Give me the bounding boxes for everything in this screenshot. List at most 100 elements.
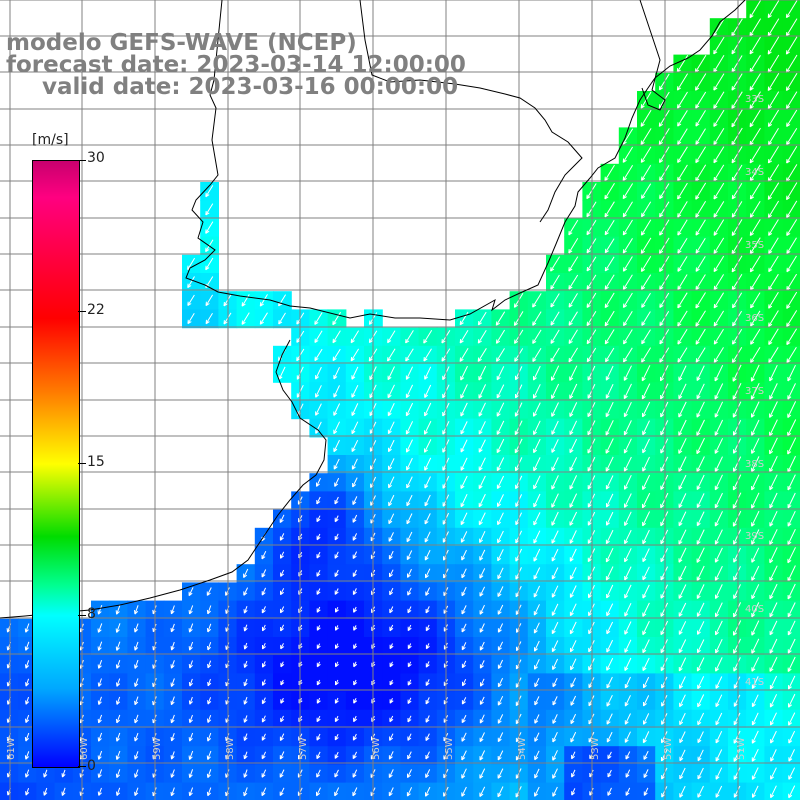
wind-arrow (134, 714, 139, 724)
wind-arrow (606, 511, 614, 526)
latitude-label: 39S (745, 531, 764, 542)
wind-arrow (243, 642, 248, 650)
wind-arrow (785, 0, 798, 19)
wind-arrow (316, 569, 321, 577)
wind-arrow (641, 201, 652, 218)
colorbar-label-15: 15 (87, 454, 105, 470)
wind-arrow (97, 660, 103, 669)
wind-arrow (478, 512, 486, 526)
wind-arrow (623, 365, 632, 381)
wind-arrow (335, 679, 339, 686)
wind-arrow (731, 346, 743, 364)
wind-arrow (188, 678, 194, 687)
wind-arrow (733, 584, 741, 599)
wind-arrow (207, 715, 212, 723)
wind-arrow (479, 549, 486, 561)
wind-arrow (462, 678, 467, 687)
wind-arrow (551, 621, 559, 635)
wind-arrow (424, 439, 432, 453)
wind-arrow (533, 457, 541, 472)
wind-arrow (731, 201, 743, 218)
wind-arrow (534, 659, 540, 670)
wind-arrow (316, 661, 321, 668)
wind-arrow (713, 310, 725, 327)
wind-arrow (696, 602, 705, 617)
wind-arrow (534, 640, 540, 652)
wind-arrow (624, 731, 631, 743)
wind-arrow (677, 274, 688, 291)
wind-arrow (604, 274, 615, 290)
wind-arrow (749, 73, 761, 91)
latitude-labels: 33S 34S 35S 36S 37S 38S 39S 40S 41S (745, 94, 764, 688)
longitude-label: 60W (79, 737, 90, 760)
wind-arrow (715, 638, 723, 654)
wind-arrow (407, 624, 412, 632)
wind-arrow (116, 696, 121, 705)
wind-arrow (678, 584, 687, 599)
wind-arrow (387, 330, 396, 344)
wind-arrow (389, 715, 394, 723)
wind-arrow (769, 437, 778, 455)
wind-arrow (316, 733, 321, 741)
wind-arrow (352, 496, 358, 505)
wind-arrow (497, 604, 504, 615)
wind-arrow (624, 493, 632, 508)
wind-arrow (170, 641, 175, 651)
wind-arrow (389, 697, 394, 704)
wind-arrow (658, 109, 670, 127)
wind-arrow (533, 585, 541, 598)
wind-arrow (768, 128, 779, 146)
wind-arrow (25, 769, 30, 778)
wind-arrow (769, 510, 778, 527)
wind-arrow (206, 605, 212, 615)
wind-arrow (497, 586, 504, 597)
coastline-buenos-aires (0, 339, 327, 619)
wind-arrow (786, 237, 797, 255)
wind-arrow (695, 146, 707, 164)
wind-arrow (406, 513, 413, 525)
wind-arrow (134, 678, 139, 687)
wind-arrow (115, 641, 121, 651)
wind-arrow (769, 656, 778, 672)
wind-arrow (170, 787, 175, 797)
latitude-label: 37S (745, 386, 764, 397)
wind-arrow (279, 769, 285, 778)
wind-arrow (388, 787, 394, 797)
wind-arrow (715, 676, 723, 689)
wind-arrow (187, 294, 195, 307)
wind-arrow (623, 311, 633, 327)
wind-arrow (571, 751, 576, 760)
wind-arrow (352, 588, 357, 595)
wind-arrow (642, 620, 650, 636)
wind-arrow (460, 512, 468, 526)
wind-arrow (659, 201, 670, 218)
wind-arrow (388, 439, 395, 453)
wind-arrow (661, 713, 668, 725)
wind-arrow (116, 787, 121, 796)
wind-arrow (714, 383, 724, 400)
wind-arrow (334, 551, 339, 559)
wind-arrow (533, 493, 541, 508)
wind-arrow (624, 584, 632, 599)
wind-arrow (695, 347, 706, 363)
wind-arrow (479, 750, 486, 761)
wind-arrow (624, 639, 632, 653)
wind-arrow (333, 366, 340, 380)
wind-arrow (334, 569, 339, 577)
wind-arrow (622, 256, 633, 272)
wind-arrow (641, 383, 651, 400)
wind-arrow (659, 237, 670, 254)
wind-arrow (660, 566, 669, 581)
wind-arrow (769, 492, 778, 509)
wind-arrow (569, 383, 578, 399)
wind-arrow (387, 402, 395, 417)
wind-arrow (495, 311, 506, 326)
wind-arrow (497, 549, 504, 562)
wind-arrow (677, 182, 688, 200)
wind-arrow (405, 402, 414, 417)
wind-arrow (714, 565, 723, 581)
wind-arrow (496, 348, 505, 362)
wind-arrow (624, 713, 631, 725)
wind-arrow (750, 382, 760, 400)
